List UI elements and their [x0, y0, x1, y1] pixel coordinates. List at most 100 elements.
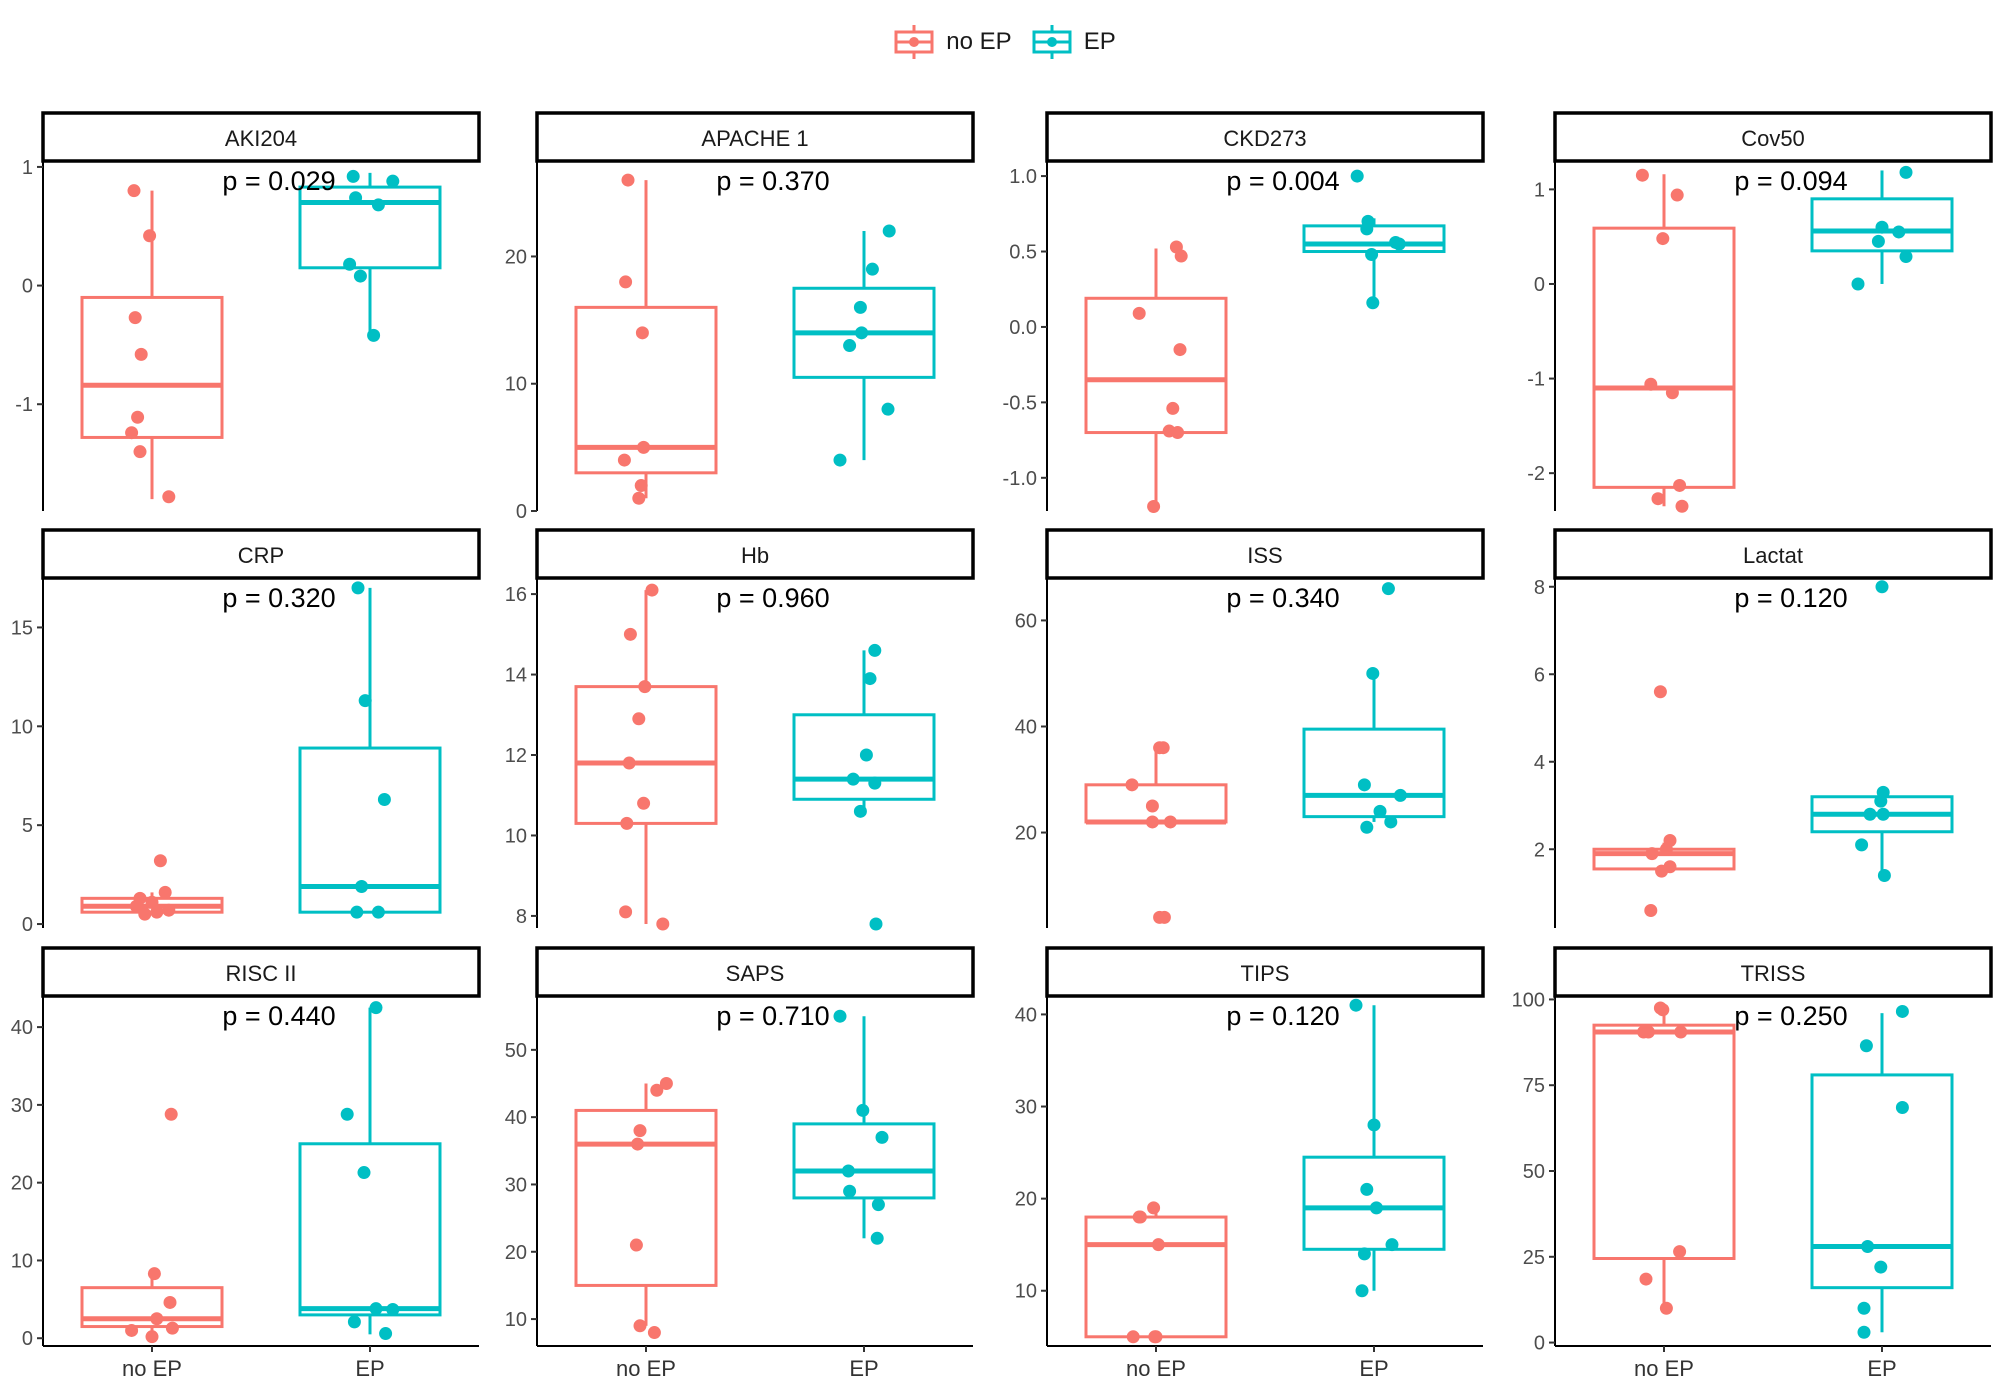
y-tick-label: 50 — [1523, 1161, 1545, 1183]
data-point-ep — [1871, 234, 1885, 248]
y-tick-label: 14 — [505, 665, 527, 687]
data-point-no-ep — [1163, 815, 1177, 829]
box-no-ep — [1084, 296, 1228, 435]
data-point-no-ep — [145, 895, 159, 909]
panel-lactat: Lactat 8 6 4 2 p = 0.120 — [1534, 528, 1993, 928]
y-tick-label: 0.5 — [1009, 242, 1037, 264]
data-point-ep — [1360, 820, 1374, 834]
box-no-ep — [574, 1108, 718, 1287]
data-point-ep — [386, 1302, 400, 1316]
data-point-ep — [1357, 778, 1371, 792]
panel-title: CRP — [238, 543, 284, 568]
data-point-ep — [1350, 169, 1364, 183]
data-point-no-ep — [633, 1124, 647, 1138]
p-value-label: p = 0.120 — [1734, 583, 1847, 613]
data-point-ep — [1366, 296, 1380, 310]
y-tick-label: 60 — [1015, 610, 1037, 632]
p-value-label: p = 0.370 — [716, 166, 829, 196]
y-tick-label: 12 — [505, 745, 527, 767]
panel-title: Hb — [741, 543, 769, 568]
data-point-no-ep — [1166, 401, 1180, 415]
p-value-label: p = 0.340 — [1226, 583, 1339, 613]
data-point-ep — [865, 262, 879, 276]
y-tick-label: 1.0 — [1009, 166, 1037, 188]
p-value-label: p = 0.029 — [222, 166, 335, 196]
data-point-no-ep — [634, 479, 648, 493]
box-ep — [298, 1142, 442, 1317]
y-tick-label: 16 — [505, 584, 527, 606]
panel-risc-ii: RISC II 40 30 20 10 0 no EP EP p = 0.440 — [11, 946, 481, 1381]
x-tick-label: no EP — [122, 1356, 182, 1381]
data-point-no-ep — [127, 184, 141, 198]
data-point-ep — [871, 1198, 885, 1212]
data-point-ep — [1874, 1260, 1888, 1274]
data-point-ep — [1366, 666, 1380, 680]
data-point-no-ep — [1645, 847, 1659, 861]
data-point-ep — [1365, 248, 1379, 262]
data-point-no-ep — [1659, 1301, 1673, 1315]
panel-title: ISS — [1247, 543, 1282, 568]
y-tick-label: -2 — [1527, 463, 1545, 485]
box-no-ep — [1592, 226, 1736, 489]
data-point-ep — [875, 1130, 889, 1144]
y-tick-label: 30 — [11, 1095, 33, 1117]
y-tick-label: 10 — [1015, 1281, 1037, 1303]
facet-strip — [1045, 111, 1485, 163]
y-tick-label: 100 — [1512, 989, 1545, 1011]
data-point-ep — [377, 792, 391, 806]
data-point-no-ep — [143, 229, 157, 243]
facet-strip — [1045, 528, 1485, 580]
data-point-no-ep — [150, 905, 164, 919]
data-point-ep — [1357, 1247, 1371, 1261]
box-ep — [1302, 224, 1446, 254]
facet-strip — [535, 528, 975, 580]
data-point-no-ep — [1641, 1025, 1655, 1039]
data-point-ep — [1381, 582, 1395, 596]
data-point-ep — [833, 453, 847, 467]
data-point-ep — [369, 1001, 383, 1015]
legend-key-no-ep-icon — [894, 25, 934, 59]
panel-aki204: AKI204 1 0 -1 p = 0.029 — [15, 111, 481, 511]
data-point-no-ep — [1644, 904, 1658, 917]
panel-title: TIPS — [1241, 961, 1290, 986]
x-tick-label: EP — [355, 1356, 384, 1381]
data-point-ep — [1369, 1201, 1383, 1215]
data-point-no-ep — [1157, 910, 1171, 924]
data-point-ep — [1367, 1118, 1381, 1132]
panel-title: CKD273 — [1223, 126, 1306, 151]
legend-label-no-ep: no EP — [946, 28, 1012, 55]
data-point-no-ep — [1673, 1245, 1687, 1259]
data-point-no-ep — [635, 326, 649, 340]
data-point-no-ep — [1125, 778, 1139, 792]
data-point-ep — [1874, 794, 1888, 808]
data-point-no-ep — [162, 903, 176, 917]
y-tick-label: 20 — [1015, 1189, 1037, 1211]
y-tick-label: 40 — [505, 1107, 527, 1129]
data-point-no-ep — [1156, 741, 1170, 755]
data-point-no-ep — [623, 627, 637, 641]
legend-item-ep: EP — [1030, 22, 1116, 62]
box-ep — [792, 1122, 936, 1200]
data-point-ep — [1393, 788, 1407, 802]
data-point-ep — [1861, 1239, 1875, 1253]
facet-strip — [41, 528, 481, 580]
y-tick-label: 2 — [1534, 839, 1545, 861]
data-point-ep — [855, 326, 869, 340]
p-value-label: p = 0.120 — [1226, 1001, 1339, 1031]
y-tick-label: 1 — [1534, 179, 1545, 201]
data-point-no-ep — [1151, 1238, 1165, 1252]
data-point-no-ep — [134, 347, 148, 361]
data-point-no-ep — [617, 453, 631, 467]
y-tick-label: 4 — [1534, 752, 1545, 774]
y-tick-label: 10 — [11, 1250, 33, 1272]
data-point-no-ep — [619, 275, 633, 289]
data-point-ep — [1373, 804, 1387, 818]
panel-iss: ISS 60 40 20 p = 0.340 — [1015, 528, 1485, 928]
data-point-no-ep — [158, 885, 172, 899]
y-tick-label: 30 — [1015, 1097, 1037, 1119]
y-tick-label: 50 — [505, 1040, 527, 1062]
y-tick-label: 10 — [505, 374, 527, 396]
data-point-ep — [1857, 1301, 1871, 1315]
data-point-ep — [1875, 580, 1889, 594]
y-tick-label: 25 — [1523, 1247, 1545, 1269]
